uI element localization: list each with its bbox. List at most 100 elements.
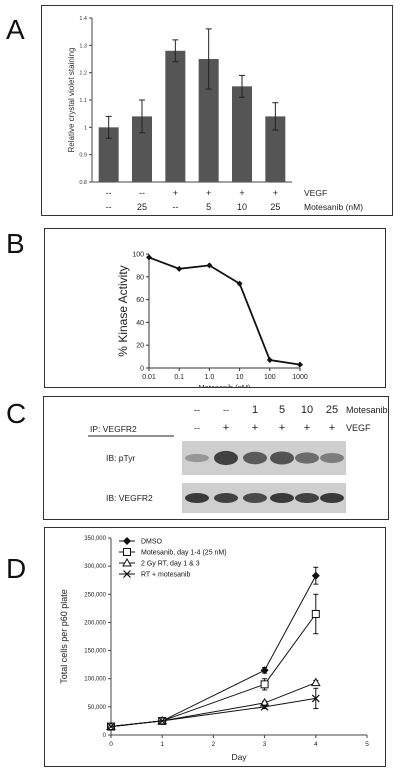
legend-marker	[123, 570, 131, 578]
data-point	[236, 280, 243, 287]
vegf-lane-label: +	[223, 422, 229, 434]
data-point	[260, 702, 269, 711]
data-point	[107, 722, 115, 731]
motesanib-lane-label: --	[223, 405, 229, 415]
data-point	[311, 694, 320, 703]
legend-label: DMSO	[141, 539, 163, 546]
bar	[198, 59, 219, 182]
kinase-activity-line	[148, 256, 301, 366]
panel-a-frame: 0.8 0.9 1 1.1 1.2 1.3 1.4 Relative crystal viol…	[41, 5, 393, 216]
x-axis-label: Motesanib (nM)	[198, 383, 251, 387]
panel-b-frame: 0 20 40 60 80 100 0.01 0.1 1.0 10 100 1000 Motesanib…	[44, 228, 386, 393]
vegf-lane-label: +	[252, 422, 258, 434]
panel-letter-a: A	[6, 14, 25, 45]
x-tick-label: 1	[160, 741, 164, 748]
y-tick-label: 80	[136, 274, 144, 281]
panel-b-line-chart: 0 20 40 60 80 100 0.01 0.1 1.0 10 100 1000 Motesanib…	[116, 252, 308, 393]
bar	[98, 127, 119, 182]
blot-band	[185, 453, 209, 463]
vegf-lane-label: +	[329, 422, 335, 434]
blot-band	[243, 493, 267, 503]
ib-ptyr-label: IB: pTyr	[106, 453, 135, 463]
x-tick-label: 5	[365, 741, 369, 748]
bar	[265, 116, 286, 182]
y-tick-label: 1.1	[79, 98, 87, 104]
legend-marker	[123, 548, 131, 556]
blot-band	[295, 493, 319, 503]
panel-d-growth-chart: 0 50,000 100,000 150,000 200,000 250,000 300,0…	[59, 536, 369, 762]
motesanib-condition: 25	[270, 202, 280, 212]
panel-letter-c: C	[6, 398, 27, 429]
y-tick-label: 250,000	[84, 592, 106, 598]
x-tick-label: 3	[263, 741, 267, 748]
data-point	[311, 609, 320, 618]
vegf-condition: +	[173, 188, 178, 198]
blot-band	[270, 493, 294, 503]
y-axis-label: Total cells per p60 plate	[59, 589, 69, 684]
vegf-condition: +	[239, 188, 244, 198]
blot-band	[320, 453, 344, 463]
y-tick-label: 1	[84, 125, 87, 131]
motesanib-condition: 5	[206, 202, 211, 212]
x-tick-label: 1.0	[205, 374, 215, 381]
bar	[165, 50, 186, 182]
y-tick-label: 0	[103, 733, 107, 739]
y-tick-label: 0	[140, 366, 144, 373]
y-tick-label: 0.9	[79, 153, 87, 159]
blot-band	[295, 452, 319, 464]
legend-label: Motesanib, day 1-4 (25 nM)	[141, 550, 227, 557]
data-point	[176, 265, 183, 272]
vegf-lane-label: --	[194, 423, 200, 433]
x-tick-label: 2	[212, 741, 216, 748]
motesanib-condition: 25	[137, 202, 147, 212]
y-tick-label: 200,000	[84, 620, 106, 626]
x-tick-label: 0.1	[174, 374, 184, 381]
blot-band	[270, 451, 294, 465]
legend-label: RT + motesanib	[141, 572, 190, 579]
series-line	[110, 682, 316, 728]
x-tick-label: 100	[264, 374, 276, 381]
x-tick-label: 0	[109, 741, 113, 748]
x-tick-label: 0.01	[142, 374, 156, 381]
motesanib-condition: 10	[237, 202, 247, 212]
y-tick-label: 60	[136, 297, 144, 304]
vegf-lane-label: +	[279, 422, 285, 434]
vegf-row-label: VEGF	[346, 423, 371, 433]
vegf-condition: +	[273, 188, 278, 198]
panel-letter-d: D	[6, 553, 27, 584]
data-point	[311, 571, 320, 580]
data-point	[297, 361, 303, 368]
ip-label: IP: VEGFR2	[90, 424, 137, 434]
y-tick-label: 300,000	[84, 564, 106, 570]
data-point	[158, 717, 167, 725]
x-axis-label: Day	[231, 752, 247, 762]
motesanib-condition: --	[106, 202, 112, 212]
blot-band	[214, 450, 238, 466]
legend-label: 2 Gy RT, day 1 & 3	[141, 561, 200, 568]
motesanib-lane-label: 5	[279, 404, 285, 416]
x-tick-label: 10	[236, 374, 244, 381]
ib-vegfr2-label: IB: VEGFR2	[106, 493, 153, 503]
data-point	[260, 680, 269, 689]
y-tick-label: 1.3	[79, 43, 87, 49]
vegf-condition: --	[139, 188, 145, 198]
legend-marker	[122, 557, 132, 567]
y-tick-label: 100,000	[84, 677, 106, 683]
y-tick-label: 20	[136, 343, 144, 350]
y-tick-label: 50,000	[88, 705, 107, 711]
motesanib-lane-label: 10	[301, 404, 313, 416]
y-tick-label: 40	[136, 320, 144, 327]
motesanib-lane-label: 1	[252, 404, 258, 416]
vegf-row-label: VEGF	[304, 188, 327, 198]
panel-a-bar-chart: 0.8 0.9 1 1.1 1.2 1.3 1.4 Relative crystal viol…	[67, 16, 363, 212]
panel-letter-b: B	[6, 228, 25, 259]
series-line	[110, 613, 317, 728]
y-tick-label: 350,000	[84, 536, 106, 542]
vegf-condition: --	[106, 188, 112, 198]
data-point	[206, 262, 213, 269]
y-axis-label: % Kinase Activity	[116, 265, 130, 356]
motesanib-lane-label: --	[194, 405, 200, 415]
blot-band	[320, 493, 344, 503]
blot-band	[185, 493, 209, 503]
y-tick-label: 150,000	[84, 649, 106, 655]
